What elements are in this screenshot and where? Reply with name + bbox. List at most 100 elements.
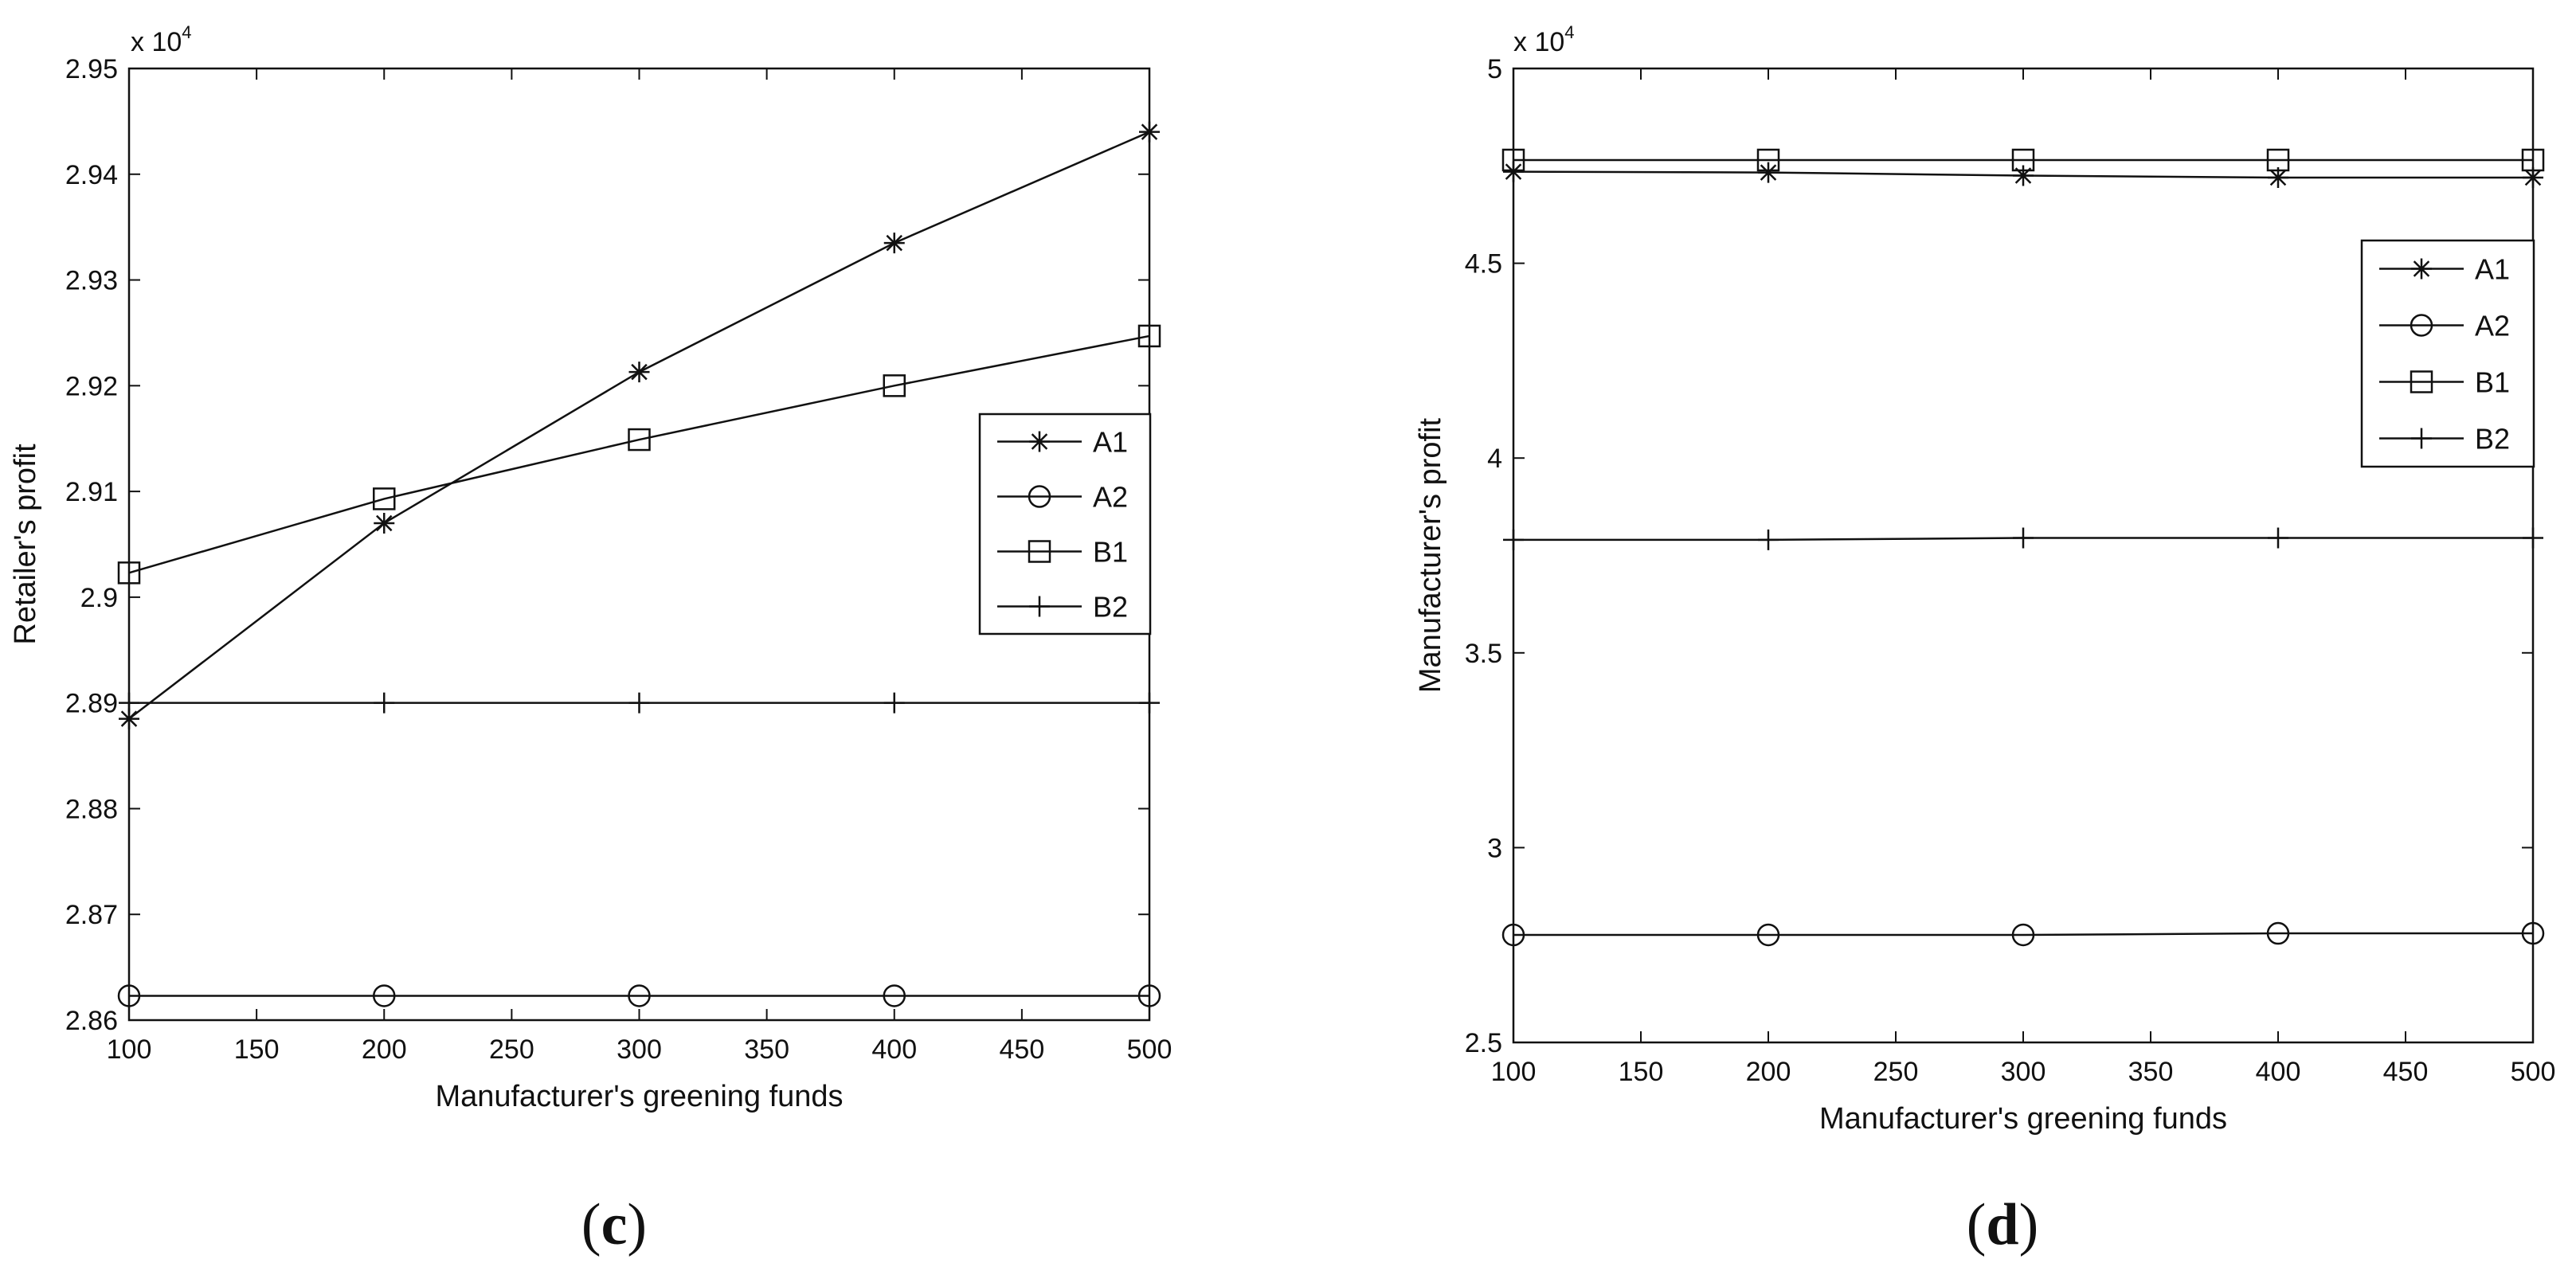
legend-marker-a2 [2410, 314, 2433, 337]
x-tick-label: 150 [234, 1034, 280, 1065]
y-axis-title: Manufacturer's profit [1414, 417, 1447, 693]
plot-area-frame [1512, 67, 2535, 1044]
y-tick-label: 2.94 [65, 160, 118, 190]
data-point-b2 [1503, 529, 1524, 550]
x-tick-label: 500 [1127, 1034, 1173, 1065]
legend-label-a1: A1 [1093, 426, 1128, 459]
data-point-b1 [2266, 148, 2290, 172]
data-point-b2 [2013, 527, 2034, 549]
data-point-a2 [883, 984, 906, 1007]
panel-label-open: ( [581, 1192, 601, 1257]
data-point-a1 [1758, 162, 1779, 183]
x-tick-label: 300 [2001, 1057, 2046, 1087]
series-b1 [1501, 148, 2545, 172]
panel-label-close: ) [627, 1192, 647, 1257]
y-tick-label: 4 [1487, 444, 1502, 474]
y-tick-label: 5 [1487, 54, 1502, 84]
chart-panel-d: 100 150 200 250 300 350 400 450 500 2.5 3 3.5 4 4.5 5x… [1414, 22, 2555, 1257]
data-point-a2 [1501, 923, 1525, 947]
data-point-a1 [1139, 121, 1160, 143]
y-tick-label: 2.9 [80, 583, 118, 613]
x-tick-label: 100 [107, 1034, 152, 1065]
data-point-a2 [373, 984, 396, 1007]
series-b2 [119, 692, 1160, 714]
y-tick-label: 2.88 [65, 794, 118, 824]
series-line-b1 [128, 334, 1150, 574]
legend: A1 A2 B1 B2 [2360, 239, 2535, 468]
y-tick-label: 2.91 [65, 477, 118, 507]
y-axis-multiplier-base: x 10 [131, 27, 182, 57]
legend-box [978, 413, 1152, 635]
y-axis-multiplier-exponent: 4 [182, 22, 191, 42]
legend-marker-a1 [2411, 258, 2432, 280]
y-tick-label: 2.86 [65, 1006, 118, 1036]
data-point-b1 [628, 428, 651, 452]
y-tick-label: 2.87 [65, 900, 118, 930]
data-point-b2 [1758, 529, 1779, 550]
legend-label-b1: B1 [2475, 366, 2510, 399]
chart-panel-c: 100 150 200 250 300 350 400 450 500 2.86 2.87 2.88 2… [9, 22, 1172, 1257]
x-tick-label: 450 [2383, 1057, 2429, 1087]
data-point-a1 [374, 512, 395, 534]
y-axis-multiplier-exponent: 4 [1564, 22, 1574, 42]
legend-label-a2: A2 [2475, 310, 2510, 342]
data-point-b1 [117, 561, 141, 585]
legend-marker-b2 [1029, 596, 1050, 617]
x-tick-label: 500 [2511, 1057, 2556, 1087]
legend-label-b2: B2 [1093, 591, 1128, 624]
data-point-a1 [2013, 165, 2034, 186]
x-tick-label: 200 [362, 1034, 407, 1065]
y-axis-title: Retailer's profit [9, 444, 42, 645]
data-point-b2 [2268, 527, 2288, 549]
data-point-b2 [1139, 692, 1160, 714]
x-tick-label: 450 [1000, 1034, 1045, 1065]
data-point-b1 [1501, 148, 1525, 172]
data-point-b1 [373, 487, 396, 510]
data-point-a2 [2011, 923, 2035, 947]
y-tick-label: 3 [1487, 833, 1502, 863]
x-tick-label: 250 [1873, 1057, 1919, 1087]
x-tick-label: 400 [2256, 1057, 2301, 1087]
data-point-a1 [2523, 166, 2543, 188]
x-tick-label: 100 [1491, 1057, 1537, 1087]
data-point-b1 [1137, 324, 1161, 348]
x-axis-title: Manufacturer's greening funds [1819, 1102, 2227, 1136]
data-point-b1 [2011, 148, 2035, 172]
y-tick-label: 2.5 [1465, 1028, 1502, 1058]
y-tick-label: 3.5 [1465, 639, 1502, 669]
series-a2 [117, 984, 1161, 1007]
y-axis-multiplier: x 104 [1513, 22, 1575, 57]
data-point-a2 [1137, 984, 1161, 1007]
legend-label-a1: A1 [2475, 253, 2510, 286]
y-tick-label: 2.92 [65, 371, 118, 401]
legend-marker-a1 [1029, 431, 1050, 452]
series-b2 [1503, 527, 2543, 550]
panel-label: (c) [581, 1192, 647, 1257]
data-point-a2 [2521, 921, 2545, 945]
legend-label-a2: A2 [1093, 481, 1128, 514]
x-tick-label: 200 [1746, 1057, 1791, 1087]
data-point-a2 [117, 984, 141, 1007]
series-line-a2 [1513, 932, 2533, 937]
y-tick-label: 2.95 [65, 54, 118, 84]
data-point-b2 [2523, 527, 2543, 549]
data-point-b2 [883, 692, 905, 714]
legend-marker-b1 [1028, 540, 1051, 563]
data-point-a1 [883, 233, 905, 254]
data-point-b2 [628, 692, 650, 714]
y-axis-multiplier: x 104 [131, 22, 192, 57]
legend: A1 A2 B1 B2 [978, 413, 1152, 635]
x-axis-title: Manufacturer's greening funds [435, 1080, 843, 1113]
panel-label-open: ( [1967, 1192, 1987, 1257]
data-point-a1 [1503, 161, 1524, 182]
y-tick-label: 4.5 [1465, 249, 1502, 280]
y-axis-multiplier-base: x 10 [1513, 27, 1564, 57]
legend-marker-b2 [2411, 428, 2432, 449]
x-tick-label: 250 [489, 1034, 534, 1065]
data-point-a1 [2268, 166, 2288, 188]
x-tick-label: 300 [617, 1034, 662, 1065]
series-b1 [117, 324, 1161, 585]
x-tick-label: 350 [2128, 1057, 2174, 1087]
legend-box [2360, 239, 2535, 468]
data-point-a1 [628, 362, 650, 383]
